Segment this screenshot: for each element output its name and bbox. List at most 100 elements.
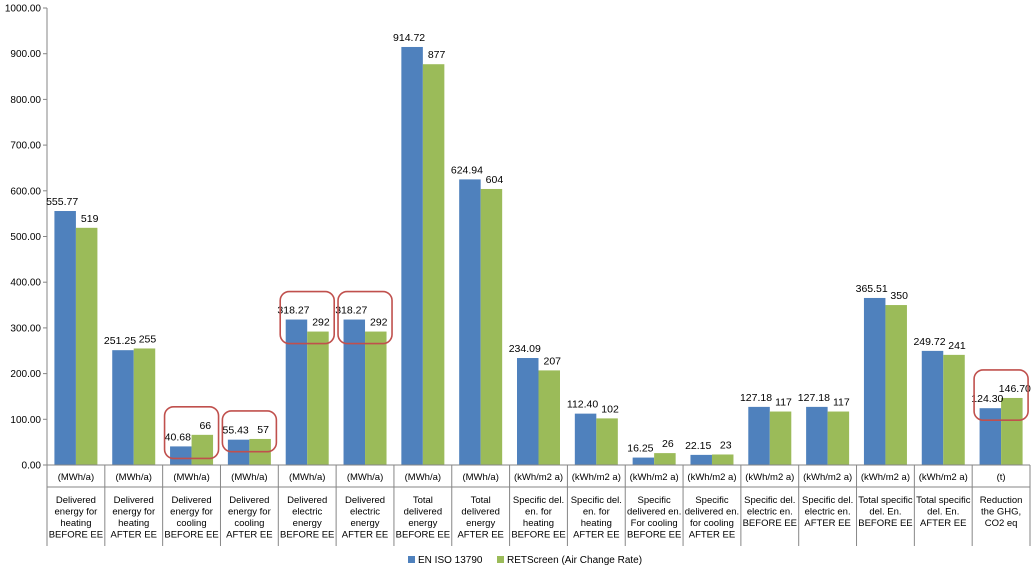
highlight-box: [279, 290, 336, 345]
category-label: Specific: [638, 495, 672, 506]
category-label: AFTER EE: [111, 530, 157, 541]
legend: EN ISO 13790 RETScreen (Air Change Rate): [408, 555, 642, 566]
bar-en-iso: [979, 408, 1002, 465]
category-unit: (kWh/m2 a): [861, 472, 910, 483]
data-label-en-iso: 234.09: [509, 343, 541, 355]
legend-label-retscreen: RETScreen (Air Change Rate): [507, 555, 642, 566]
category-label: delivered en.: [685, 507, 739, 518]
y-tick-label: 0.00: [22, 461, 42, 472]
bar-retscreen: [711, 454, 734, 465]
category-label: BEFORE EE: [627, 530, 681, 541]
category-label: en. for: [583, 507, 610, 518]
category-label: Specific del.: [513, 495, 564, 506]
category-unit: (kWh/m2 a): [687, 472, 736, 483]
category-label: BEFORE EE: [49, 530, 103, 541]
category-label: Specific: [695, 495, 729, 506]
bar-en-iso: [54, 211, 76, 465]
bar-en-iso: [343, 319, 366, 465]
category-label: AFTER EE: [920, 518, 966, 529]
category-unit: (MWh/a): [116, 472, 152, 483]
category-unit: (MWh/a): [289, 472, 325, 483]
data-label-en-iso: 127.18: [798, 392, 830, 404]
category-label: cooling: [234, 518, 264, 529]
bar-retscreen: [827, 411, 850, 465]
bar-en-iso: [748, 406, 770, 465]
data-label-retscreen: 292: [312, 317, 330, 329]
data-label-en-iso: 318.27: [335, 305, 367, 317]
bar-retscreen: [307, 331, 329, 465]
category-unit: (kWh/m2 a): [919, 472, 968, 483]
category-label: Delivered: [114, 495, 154, 506]
data-label-retscreen: 117: [833, 397, 850, 409]
category-label: Delivered: [56, 495, 96, 506]
bar-en-iso: [112, 350, 134, 465]
data-label-retscreen: 604: [486, 174, 504, 186]
data-label-retscreen: 255: [139, 333, 157, 345]
category-label: electric en.: [747, 507, 793, 518]
bar-en-iso: [285, 319, 308, 465]
data-label-en-iso: 914.72: [393, 32, 425, 44]
category-label: delivered: [404, 507, 443, 518]
bar-en-iso: [863, 297, 886, 465]
category-label: the GHG,: [981, 507, 1021, 518]
category-unit: (MWh/a): [462, 472, 498, 483]
category-label: BEFORE EE: [858, 518, 912, 529]
bar-en-iso: [459, 179, 481, 466]
category-label: del. En.: [927, 507, 959, 518]
highlight-box: [221, 410, 278, 453]
bar-retscreen: [885, 305, 907, 465]
category-unit: (MWh/a): [405, 472, 441, 483]
data-label-en-iso: 555.77: [46, 196, 78, 208]
data-label-en-iso: 624.94: [451, 164, 483, 176]
data-label-en-iso: 127.18: [740, 392, 772, 404]
category-label: BEFORE EE: [511, 530, 565, 541]
category-label: BEFORE EE: [396, 530, 450, 541]
bar-en-iso: [690, 454, 712, 465]
bar-retscreen: [191, 434, 214, 465]
bars: [54, 46, 1023, 466]
data-label-retscreen: 102: [601, 403, 619, 415]
category-label: energy for: [55, 507, 98, 518]
highlight-box: [163, 406, 220, 460]
highlight-boxes: [163, 290, 1029, 460]
data-label-retscreen: 23: [720, 439, 732, 451]
category-label: Reduction: [980, 495, 1023, 506]
bar-en-iso: [574, 413, 597, 465]
bar-retscreen: [365, 331, 387, 465]
category-unit: (kWh/m2 a): [803, 472, 852, 483]
y-tick-label: 200.00: [10, 369, 41, 380]
category-unit: (MWh/a): [347, 472, 383, 483]
category-label: heating: [581, 518, 612, 529]
legend-swatch-retscreen: [497, 556, 504, 563]
legend-label-en-iso: EN ISO 13790: [418, 555, 483, 566]
highlight-box: [973, 369, 1029, 421]
y-tick-label: 1000.00: [5, 4, 42, 15]
category-label: AFTER EE: [689, 530, 735, 541]
bar-retscreen: [538, 370, 560, 465]
category-label: for cooling: [690, 518, 734, 529]
category-label: AFTER EE: [342, 530, 388, 541]
category-label: CO2 eq: [985, 518, 1018, 529]
category-label: delivered: [461, 507, 500, 518]
category-label: BEFORE EE: [280, 530, 334, 541]
category-unit: (kWh/m2 a): [514, 472, 563, 483]
bar-retscreen: [75, 227, 98, 465]
data-label-en-iso: 55.43: [222, 425, 248, 437]
y-tick-label: 600.00: [10, 186, 41, 197]
category-label: energy for: [112, 507, 155, 518]
bar-en-iso: [632, 457, 655, 465]
y-tick-label: 300.00: [10, 323, 41, 334]
category-label: Total: [471, 495, 491, 506]
category-label: Specific del.: [744, 495, 795, 506]
bar-retscreen: [133, 348, 156, 465]
bar-retscreen: [596, 418, 618, 465]
bar-retscreen: [422, 64, 445, 465]
category-label: energy for: [228, 507, 271, 518]
category-label: AFTER EE: [457, 530, 503, 541]
category-label: energy: [293, 518, 322, 529]
category-unit: (MWh/a): [231, 472, 267, 483]
category-label: AFTER EE: [804, 518, 850, 529]
category-unit: (kWh/m2 a): [572, 472, 621, 483]
category-label: cooling: [177, 518, 207, 529]
category-label: heating: [118, 518, 149, 529]
